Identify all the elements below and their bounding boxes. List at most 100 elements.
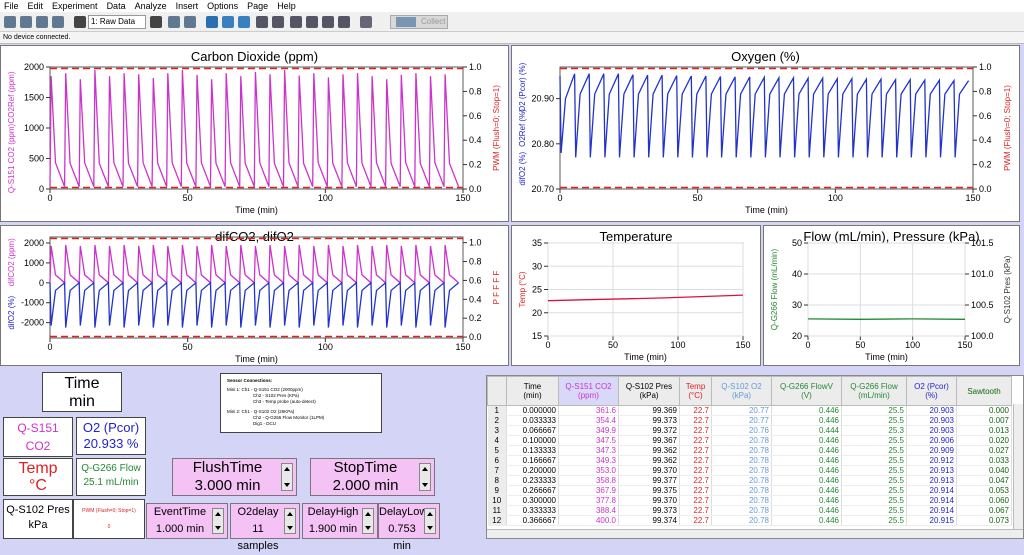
- x-axis-label: Time (min): [865, 352, 908, 362]
- row-number: 12: [488, 516, 507, 526]
- table-row: 80.233333358.899.37722.720.780.44625.520…: [488, 476, 1012, 486]
- table: Time(min)Q-S151 CO2(ppm)Q-S102 Pres(kPa)…: [487, 376, 1012, 526]
- cell: 20.914: [907, 496, 957, 506]
- y2-tick-label: 0.0: [979, 184, 992, 194]
- spinner[interactable]: [362, 508, 374, 534]
- time-meter[interactable]: Time min: [42, 372, 122, 412]
- pwm-meter[interactable]: PWM (Flush=0; Stop=1) 0: [73, 499, 145, 539]
- cell: 20.903: [907, 406, 957, 416]
- cell: 0.100000: [507, 436, 559, 446]
- parameter-name: DelayLow: [379, 504, 425, 521]
- y-tick-label: 2000: [24, 238, 44, 248]
- y2-tick-label: 0.8: [469, 257, 482, 267]
- table-row: 60.166667349.399.36222.720.780.44625.520…: [488, 456, 1012, 466]
- cell: 0.020: [957, 436, 1012, 446]
- parameter-control[interactable]: DelayHigh1.900 min: [302, 503, 378, 539]
- cell: 99.373: [619, 416, 680, 426]
- header-text: Time: [507, 382, 558, 391]
- spinner[interactable]: [281, 463, 293, 491]
- parameter-value: 1.900 min: [303, 521, 363, 538]
- header-cell[interactable]: Temp(°C): [680, 377, 712, 406]
- cell: 0.446: [772, 496, 842, 506]
- temp-meter[interactable]: Temp °C: [3, 458, 73, 496]
- y2-tick-label: 0.0: [469, 184, 482, 194]
- header-text: (%): [907, 391, 956, 400]
- row-number: 8: [488, 476, 507, 486]
- x-tick-label: 100: [828, 193, 843, 203]
- parameter-control[interactable]: StopTime2.000 min: [310, 458, 435, 496]
- cell: 0.027: [957, 446, 1012, 456]
- cell: 0.446: [772, 416, 842, 426]
- cell: 0.366667: [507, 516, 559, 526]
- header-text: (ppm): [559, 391, 618, 400]
- y2-tick-label: 101.5: [971, 238, 994, 248]
- x-tick-label: 0: [545, 340, 550, 350]
- spinner[interactable]: [284, 508, 296, 534]
- header-cell[interactable]: Q-S102 O2(kPa): [712, 377, 772, 406]
- x-axis-label: Time (min): [235, 205, 278, 215]
- header-cell[interactable]: Sawtooth: [957, 377, 1012, 406]
- cell: 0.007: [957, 416, 1012, 426]
- header-cell[interactable]: Time(min): [507, 377, 559, 406]
- cell: 20.78: [712, 476, 772, 486]
- cell: 0.446: [772, 516, 842, 526]
- cell: 349.3: [559, 456, 619, 466]
- header-text: (mL/min): [842, 391, 906, 400]
- cell: 0.333333: [507, 506, 559, 516]
- cell: 25.5: [842, 506, 907, 516]
- pres-meter[interactable]: Q-S102 Pres kPa: [3, 499, 73, 539]
- cell: 0.033333: [507, 416, 559, 426]
- parameter-value: 0.753 min: [379, 521, 425, 555]
- cell: 99.374: [619, 516, 680, 526]
- note-line: Sensor Connections:: [227, 378, 375, 384]
- cell: 0.233333: [507, 476, 559, 486]
- cell: 0.066667: [507, 426, 559, 436]
- x-tick-label: 100: [318, 193, 333, 203]
- y2-tick-label: 0.2: [469, 160, 482, 170]
- cell: 25.5: [842, 486, 907, 496]
- header-text: (kPa): [712, 391, 771, 400]
- x-tick-label: 150: [735, 340, 750, 350]
- horizontal-scrollbar[interactable]: [487, 529, 1023, 538]
- table-row: 120.366667400.099.37422.720.780.44625.52…: [488, 516, 1012, 526]
- header-cell[interactable]: Q-G266 Flow(mL/min): [842, 377, 907, 406]
- row-number: 6: [488, 456, 507, 466]
- o2-meter[interactable]: O2 (Pcor) 20.933 %: [76, 417, 146, 455]
- x-tick-label: 150: [455, 193, 470, 203]
- y-axis-label: Temp (°C): [518, 271, 527, 307]
- spinner[interactable]: [212, 508, 224, 534]
- cell: 0.047: [957, 476, 1012, 486]
- cell: 0.166667: [507, 456, 559, 466]
- cell: 20.906: [907, 436, 957, 446]
- y2-tick-label: 0.4: [469, 294, 482, 304]
- parameter-name: StopTime: [311, 459, 420, 477]
- y-axis-label: difO2 (%): [518, 151, 527, 185]
- cell: 0.000: [957, 406, 1012, 416]
- header-cell[interactable]: Q-S151 CO2(ppm): [559, 377, 619, 406]
- parameter-control[interactable]: O2delay11 samples: [230, 503, 300, 539]
- header-cell[interactable]: Q-S102 Pres(kPa): [619, 377, 680, 406]
- parameter-control[interactable]: EventTime1.000 min: [146, 503, 228, 539]
- vertical-scrollbar[interactable]: [1013, 404, 1023, 530]
- cell: 0.073: [957, 516, 1012, 526]
- parameter-control[interactable]: FlushTime3.000 min: [172, 458, 297, 496]
- header-cell[interactable]: O2 (Pcor)(%): [907, 377, 957, 406]
- cell: 25.5: [842, 456, 907, 466]
- table-row: 90.266667367.999.37522.720.780.44625.520…: [488, 486, 1012, 496]
- flow-meter[interactable]: Q-G266 Flow 25.1 mL/min: [76, 458, 146, 496]
- y-tick-label: -2000: [21, 318, 44, 328]
- y-axis-label: difO2 (%): [7, 296, 16, 330]
- row-number: 3: [488, 426, 507, 436]
- parameter-control[interactable]: DelayLow0.753 min: [378, 503, 440, 539]
- spinner[interactable]: [419, 463, 431, 491]
- cell: 20.903: [907, 416, 957, 426]
- parameter-name: EventTime: [147, 504, 213, 521]
- co2-meter[interactable]: Q-S151 CO2 ppm: [3, 417, 73, 457]
- header-cell[interactable]: Q-G266 FlowV(V): [772, 377, 842, 406]
- cell: 20.77: [712, 416, 772, 426]
- cell: 0.446: [772, 506, 842, 516]
- spinner[interactable]: [424, 508, 436, 534]
- cell: 20.913: [907, 476, 957, 486]
- header-text: Q-G266 FlowV: [772, 382, 841, 391]
- cell: 0.300000: [507, 496, 559, 506]
